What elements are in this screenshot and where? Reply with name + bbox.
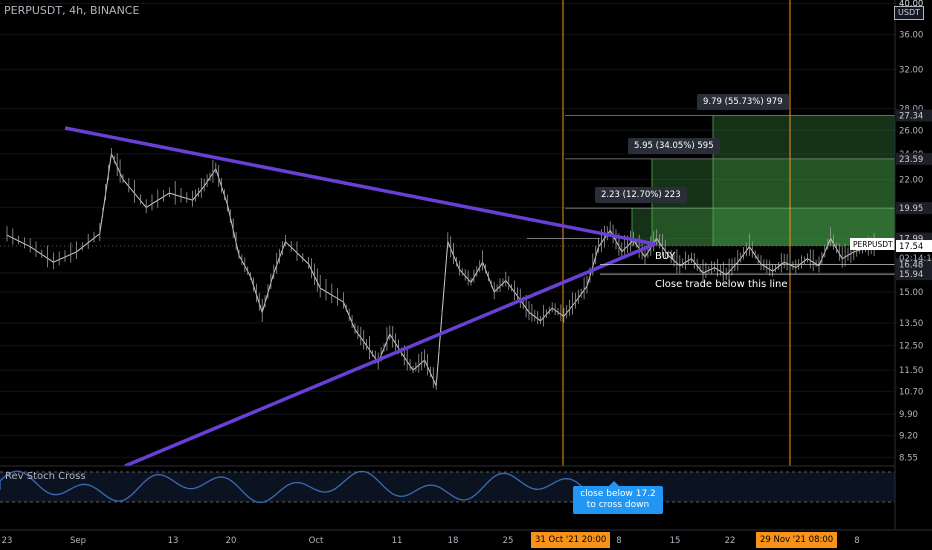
- horizontal-levels: PERPUSDT: [0, 238, 895, 275]
- y-tick-label: 11.50: [899, 366, 923, 376]
- y-tick-label: 22.00: [899, 175, 923, 185]
- price-tag-bg: [896, 258, 932, 271]
- target-label-2[interactable]: 5.95 (34.05%) 595: [628, 138, 720, 154]
- profit-zones: [565, 115, 895, 247]
- profit-zone-2: [652, 158, 895, 247]
- y-tick-label: 9.20: [899, 432, 918, 442]
- price-tag-label: 17.54: [899, 242, 923, 252]
- indicator-title: Rev Stoch Cross: [5, 471, 86, 482]
- tooltip-line-1: close below 17.2: [580, 489, 656, 499]
- price-series: [6, 148, 878, 390]
- y-tick-label: 40.00: [899, 0, 923, 10]
- price-axis[interactable]: 40.0036.0032.0028.0026.0024.0022.0020.00…: [894, 0, 932, 550]
- x-tick-label: 11: [392, 536, 403, 546]
- stoch-tooltip: close below 17.2 to cross down: [573, 481, 663, 514]
- price-tag-label: 27.34: [899, 112, 923, 122]
- symbol-tag-bg: [850, 238, 895, 251]
- x-tick-label: 23: [2, 536, 13, 546]
- triangle-trendlines[interactable]: [64, 126, 656, 468]
- symbol-tag: PERPUSDT: [853, 240, 893, 249]
- countdown-label: 02:14:15: [899, 254, 932, 264]
- y-tick-label: 32.00: [899, 65, 923, 75]
- price-tag-bg: [896, 152, 932, 165]
- y-tick-label: 36.00: [899, 31, 923, 41]
- price-tag-bg: [896, 240, 932, 253]
- tooltip-line-2: to cross down: [586, 500, 650, 510]
- price-tag-label: 23.59: [899, 155, 923, 165]
- x-tick-label: Oct: [309, 536, 324, 546]
- y-tick-label: 15.00: [899, 288, 923, 298]
- buy-note: BUY: [655, 251, 676, 262]
- price-tag-label: 16.48: [899, 260, 923, 270]
- x-tick-label: 13: [168, 536, 179, 546]
- chart-title: PERPUSDT, 4h, BINANCE: [4, 4, 140, 17]
- currency-label[interactable]: USDT: [894, 6, 924, 20]
- y-tick-label: 13.50: [899, 319, 923, 329]
- x-tick-label: 25: [503, 536, 514, 546]
- close-trade-note: Close trade below this line: [655, 279, 788, 290]
- stoch-line: [0, 470, 613, 504]
- time-axis[interactable]: 23 Sep 13 20 Oct 11 18 25 8 15 22 8: [0, 529, 932, 546]
- price-tag-label: 15.94: [899, 270, 923, 280]
- x-tick-label: Sep: [70, 536, 86, 546]
- y-tick-label: 8.55: [899, 453, 918, 463]
- y-tick-label: 12.50: [899, 342, 923, 352]
- price-tag-bg: [896, 109, 932, 122]
- stoch-indicator: 85.5477.230.00-50.00: [0, 465, 932, 531]
- target-label-3[interactable]: 9.79 (55.73%) 979: [697, 94, 789, 110]
- upper-trendline: [64, 126, 656, 246]
- time-tag-1: 31 Oct '21 20:00: [531, 532, 611, 548]
- x-tick-label: 8: [854, 536, 859, 546]
- y-tick-label: 10.70: [899, 387, 923, 397]
- chart-grid: [0, 3, 895, 458]
- x-tick-label: 18: [448, 536, 459, 546]
- stoch-band: [0, 472, 895, 502]
- price-tag-label: 19.95: [899, 204, 923, 214]
- y-tick-label: 28.00: [899, 105, 923, 115]
- price-tag-bg: [896, 268, 932, 281]
- lower-trendline: [124, 242, 656, 468]
- y-tick-label: 9.90: [899, 410, 918, 420]
- y-top-label: 40.00: [899, 0, 923, 9]
- indicator-bg: [0, 466, 895, 530]
- price-tag-label: 17.99: [899, 235, 923, 245]
- x-tick-label: 8: [616, 536, 621, 546]
- x-tick-label: 15: [670, 536, 681, 546]
- price-tag-bg: [896, 202, 932, 215]
- time-tag-2: 29 Nov '21 08:00: [756, 532, 838, 548]
- x-tick-label: 20: [226, 536, 237, 546]
- x-tick-label: 22: [725, 536, 736, 546]
- target-label-1[interactable]: 2.23 (12.70%) 223: [595, 187, 687, 203]
- y-tick-label: 26.00: [899, 126, 923, 136]
- profit-zone-3: [713, 115, 895, 247]
